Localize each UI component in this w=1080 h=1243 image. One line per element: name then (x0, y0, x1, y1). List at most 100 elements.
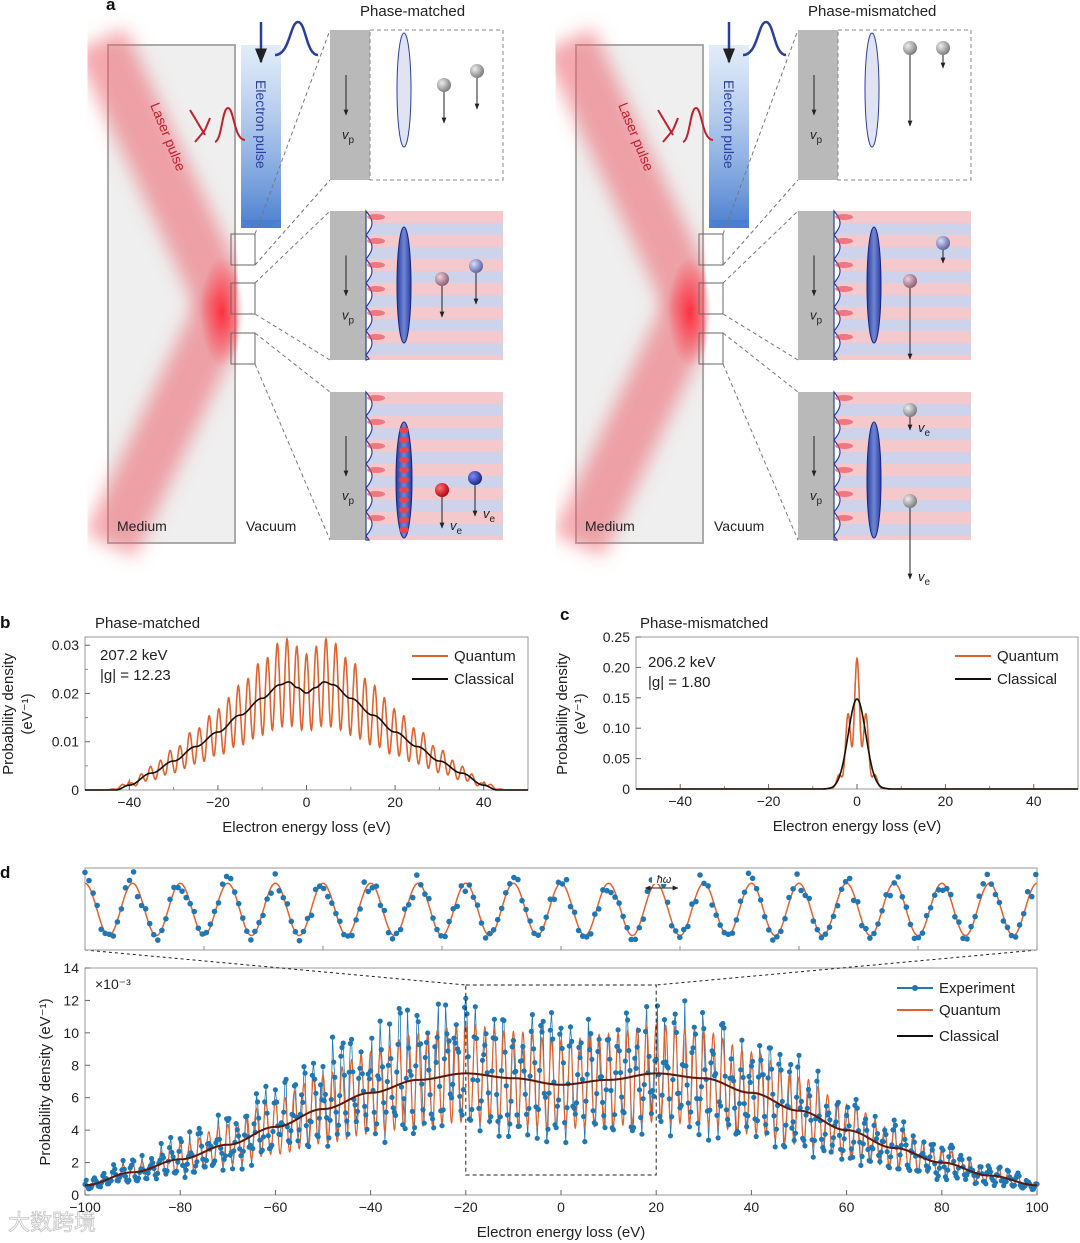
experiment-point (808, 1117, 814, 1123)
experiment-point (829, 1142, 835, 1148)
experiment-point (978, 1164, 984, 1170)
experiment-point (126, 1177, 132, 1183)
experiment-point (644, 1004, 650, 1010)
experiment-point (509, 1044, 515, 1050)
inset-experiment-point (482, 935, 489, 941)
experiment-point (845, 1104, 851, 1110)
experiment-point (489, 1068, 495, 1074)
experiment-point (254, 1099, 261, 1105)
density-modulation (399, 437, 409, 443)
experiment-point (575, 1072, 581, 1078)
experiment-point (606, 1036, 612, 1042)
inset-experiment-point (130, 869, 137, 875)
experiment-point (571, 1105, 577, 1111)
density-modulation (399, 527, 409, 533)
experiment-point (504, 1112, 510, 1118)
experiment-point (488, 1114, 494, 1120)
legend-classical-label: Classical (997, 671, 1057, 688)
wall (798, 392, 834, 540)
near-field-lobe (835, 334, 853, 340)
experiment-point (558, 1025, 564, 1031)
experiment-point (815, 1068, 821, 1074)
inset-experiment-point (903, 904, 910, 910)
inset-experiment-point (1004, 924, 1011, 931)
experiment-point (777, 1051, 783, 1058)
vp-label-main: v (342, 488, 350, 503)
electron-sphere (469, 259, 483, 273)
electron-pulse-tip (241, 220, 281, 228)
experiment-point (409, 1108, 415, 1114)
y-tick-label: 0 (71, 1187, 79, 1203)
experiment-point (231, 1148, 237, 1154)
experiment-point (573, 1100, 580, 1106)
experiment-point (636, 1087, 643, 1093)
experiment-point (745, 1113, 751, 1119)
experiment-point (827, 1117, 833, 1123)
inset-experiment-point (1029, 893, 1035, 900)
vp-label: vp (342, 488, 355, 507)
experiment-point (872, 1113, 878, 1119)
experiment-point (356, 1075, 362, 1081)
experiment-point (508, 1098, 514, 1104)
inset-experiment-point (980, 881, 986, 887)
experiment-point (463, 995, 469, 1001)
inset-experiment-point (685, 923, 691, 930)
experiment-point (771, 1113, 777, 1119)
experiment-point (184, 1161, 190, 1167)
experiment-point (191, 1169, 198, 1175)
experiment-point (366, 1076, 372, 1082)
experiment-point (427, 1092, 433, 1098)
field-stripe (828, 343, 971, 355)
experiment-point (469, 1106, 475, 1113)
experiment-point (667, 1133, 674, 1139)
experiment-point (253, 1091, 259, 1097)
experiment-point (997, 1164, 1003, 1170)
x-tick-label: 20 (387, 794, 403, 810)
experiment-point (153, 1176, 159, 1182)
experiment-point (926, 1165, 932, 1171)
experiment-point (493, 1036, 499, 1042)
experiment-point (639, 1131, 645, 1137)
experiment-point (864, 1127, 870, 1133)
experiment-point (823, 1103, 830, 1109)
experiment-point (202, 1164, 208, 1170)
experiment-point (1011, 1182, 1018, 1188)
experiment-point (233, 1121, 239, 1127)
experiment-point (175, 1159, 181, 1165)
field-stripe (828, 428, 971, 440)
experiment-point (878, 1149, 884, 1155)
experiment-point (415, 1019, 421, 1025)
wall (798, 30, 838, 180)
inset-experiment-point (616, 900, 622, 906)
inset-experiment-point (414, 872, 420, 878)
inset-experiment-point (458, 883, 465, 889)
experiment-point (888, 1154, 894, 1160)
field-stripe (828, 440, 971, 452)
electron-sphere (468, 471, 482, 485)
experiment-point (615, 1027, 621, 1033)
experiment-point (281, 1109, 287, 1115)
inset-experiment-point (381, 907, 388, 914)
experiment-point (111, 1162, 117, 1168)
inset-experiment-point (915, 934, 922, 941)
inset-experiment-point (681, 926, 687, 933)
inset-experiment-point (240, 915, 246, 921)
experiment-point (590, 1108, 596, 1114)
inset-experiment-point (867, 935, 873, 941)
experiment-point (562, 1120, 568, 1126)
field-stripe (360, 319, 503, 331)
field-stripe (828, 512, 971, 524)
field-stripe (828, 271, 971, 283)
electron-sphere (936, 41, 950, 55)
experiment-point (1016, 1173, 1022, 1179)
inset-experiment-point (86, 877, 92, 884)
inset-experiment-point (766, 927, 772, 933)
x-tick-label: 20 (648, 1199, 664, 1215)
electron-pulse-ellipse (866, 226, 882, 344)
experiment-point (287, 1139, 293, 1145)
experiment-point (400, 1122, 406, 1128)
experiment-point (588, 1031, 594, 1037)
near-field-lobe (367, 467, 385, 473)
inset-experiment-point (280, 894, 287, 901)
